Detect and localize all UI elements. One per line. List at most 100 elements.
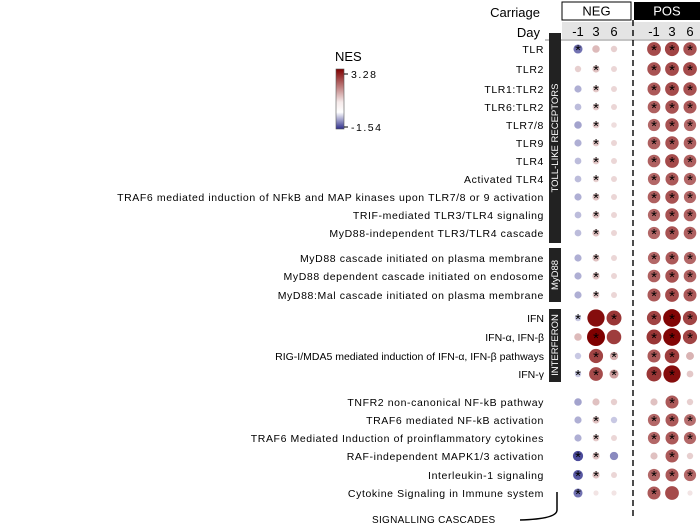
dot [650,398,658,406]
row-label: Activated TLR4 [464,174,544,186]
dot [687,490,693,496]
dot [574,175,582,183]
significance-asterisk: * [651,226,657,243]
dot [609,369,619,379]
row-label: TLR1:TLR2 [484,84,544,96]
row-label: Interleukin-1 signaling [428,470,544,482]
dot [574,434,582,442]
dot [647,136,661,150]
dot [683,172,697,186]
day-tick-neg-3: 6 [610,24,617,39]
significance-asterisk: * [651,82,657,99]
dot [610,45,618,53]
dot [572,450,584,462]
dot [683,431,697,445]
significance-asterisk: * [669,118,675,135]
dot [574,333,582,341]
dot [647,172,661,186]
dot [647,118,661,132]
significance-asterisk: * [575,486,581,503]
dot [663,309,681,327]
dot [574,139,582,147]
dot [665,449,679,463]
dot [592,254,600,262]
dot [665,251,679,265]
dot [588,348,604,364]
significance-asterisk: * [593,190,599,207]
dot [647,154,661,168]
dot [647,269,661,283]
dot [574,416,582,424]
dot [686,398,694,406]
significance-asterisk: * [593,226,599,243]
significance-asterisk: * [687,190,693,207]
row-label: RIG-I/MDA5 mediated induction of IFN-α, … [275,351,544,363]
dot [611,435,617,441]
significance-asterisk: * [593,413,599,430]
significance-asterisk: * [669,431,675,448]
significance-asterisk: * [593,269,599,286]
significance-asterisk: * [593,62,599,79]
dot [574,314,582,322]
dot [574,229,582,237]
significance-asterisk: * [651,172,657,189]
dot [574,272,582,280]
dot [665,413,679,427]
significance-asterisk: * [687,172,693,189]
significance-asterisk: * [651,251,657,268]
dot [665,136,679,150]
dot [646,366,662,382]
significance-asterisk: * [593,208,599,225]
dot [665,486,679,500]
dot [647,190,661,204]
dot [664,348,680,364]
dot [663,328,681,346]
dot [611,86,617,92]
dot [592,291,600,299]
significance-asterisk: * [651,190,657,207]
dot [592,398,600,406]
significance-asterisk: * [651,349,657,366]
section-bar-1 [549,248,561,302]
dot [592,65,600,73]
row-label: IFN-γ [518,369,544,381]
dot [647,468,661,482]
significance-asterisk: * [687,468,693,485]
significance-asterisk: * [669,395,675,412]
significance-asterisk: * [575,367,581,384]
dot [683,251,697,265]
dot [683,118,697,132]
dot [683,42,697,56]
dot [683,136,697,150]
significance-asterisk: * [687,62,693,79]
dot [683,468,697,482]
significance-asterisk: * [593,100,599,117]
dot [592,229,600,237]
significance-asterisk: * [687,42,693,59]
dot [574,352,582,360]
row-label: MyD88 cascade initiated on plasma membra… [300,253,544,265]
dot [665,226,679,240]
significance-asterisk: * [687,82,693,99]
dot [683,288,697,302]
dot [647,42,661,56]
dot [665,468,679,482]
carriage-label: Carriage [490,5,540,20]
dot [611,140,617,146]
row-label: TLR9 [516,138,544,150]
section-bar-0 [549,33,561,243]
dot [647,62,661,76]
dot [682,310,698,326]
dot [592,471,600,479]
row-label: Cytokine Signaling in Immune system [348,488,544,500]
dot [683,100,697,114]
dot [592,103,600,111]
dot [683,154,697,168]
dot [573,488,583,498]
dot [611,176,617,182]
significance-asterisk: * [611,349,617,366]
row-label: TLR4 [516,156,544,168]
dot [610,398,618,406]
